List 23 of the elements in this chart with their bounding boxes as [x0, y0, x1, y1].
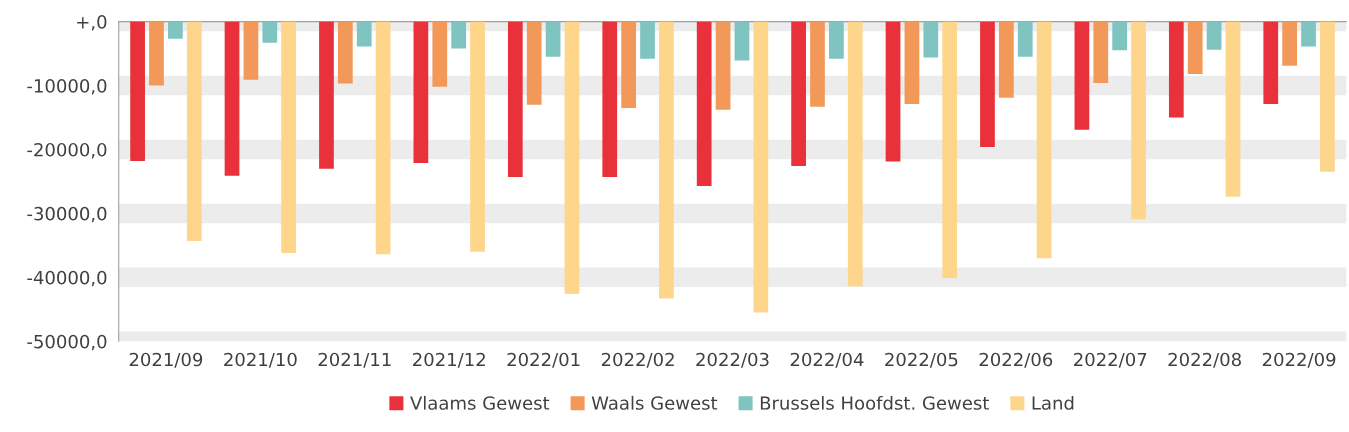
x-tick-label: 2022/09	[1262, 352, 1336, 368]
legend-label: Brussels Hoofdst. Gewest	[760, 395, 989, 410]
y-tick-label: +,0	[77, 15, 107, 31]
y-tick-label: -10000,0	[27, 79, 107, 95]
x-tick-label: 2021/11	[318, 352, 391, 368]
x-tick-label: 2022/07	[1074, 352, 1147, 368]
x-tick-label: 2022/01	[507, 352, 580, 368]
x-tick-label: 2021/09	[129, 352, 203, 368]
x-tick-label: 2022/08	[1168, 352, 1241, 368]
legend-label: Vlaams Gewest	[410, 395, 550, 410]
x-tick-label: 2022/04	[790, 352, 864, 368]
y-tick-label: -50000,0	[27, 334, 107, 351]
x-tick-label: 2022/06	[979, 352, 1053, 368]
legend-label: Waals Gewest	[591, 395, 718, 410]
x-tick-label: 2022/02	[601, 352, 674, 368]
x-tick-label: 2021/12	[413, 352, 485, 368]
y-tick-label: -30000,0	[27, 206, 107, 223]
x-tick-label: 2022/05	[885, 352, 958, 368]
y-tick-label: -40000,0	[27, 270, 107, 287]
legend-label: Land	[1032, 395, 1074, 410]
x-tick-label: 2022/03	[696, 352, 769, 368]
y-tick-label: -20000,0	[27, 142, 107, 159]
x-tick-label: 2021/10	[224, 352, 297, 368]
